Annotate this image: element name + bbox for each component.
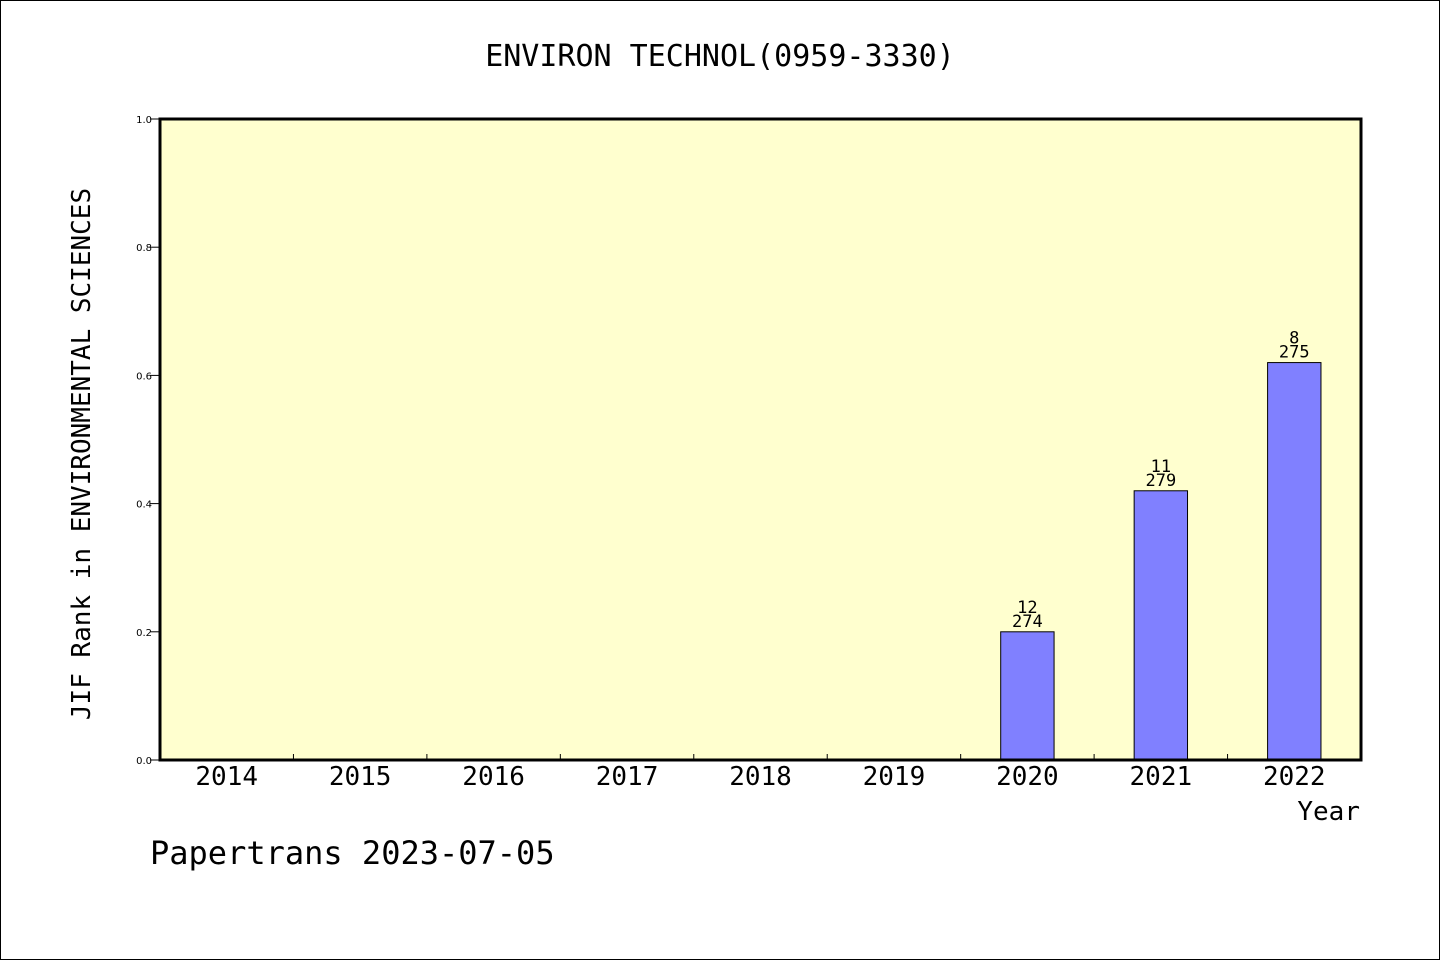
x-tick-label: 2015 [329, 762, 392, 792]
footer-credit: Papertrans 2023-07-05 [150, 834, 555, 872]
x-axis: 2014 2015 2016 2017 2018 2019 2020 2021 2022 [195, 754, 1326, 792]
y-tick-label: 0.4 [136, 500, 152, 511]
y-axis-label: JIF Rank in ENVIRONMENTAL SCIENCES [67, 188, 97, 720]
y-tick-label: 0.8 [136, 243, 152, 254]
bar-total-label: 274 [1012, 612, 1043, 632]
bar-2021 [1133, 490, 1189, 761]
bar-total-label: 279 [1145, 471, 1176, 491]
bar-rank-label: 11 [1151, 457, 1171, 477]
y-tick-label: 0.2 [136, 628, 152, 639]
x-tick-label: 2021 [1130, 762, 1193, 792]
bar-rank-label: 12 [1017, 598, 1037, 618]
y-tick-label: 0.6 [136, 371, 152, 382]
x-tick-label: 2022 [1263, 762, 1326, 792]
bar-total-label: 275 [1279, 343, 1310, 363]
bars-group [1000, 362, 1322, 761]
x-tick-label: 2020 [996, 762, 1059, 792]
plot-border [158, 117, 1363, 762]
bar-2020 [1000, 631, 1055, 761]
y-tick-label: 0.0 [136, 756, 152, 767]
bar-rank-label: 8 [1289, 329, 1299, 349]
x-axis-label: Year [1297, 797, 1360, 827]
bar-2022 [1267, 362, 1322, 761]
x-tick-label: 2018 [729, 762, 792, 792]
x-tick-label: 2016 [462, 762, 525, 792]
chart-title: ENVIRON TECHNOL(0959-3330) [485, 39, 955, 74]
y-axis: 0.0 0.2 0.4 0.6 0.8 1.0 [136, 115, 160, 767]
y-tick-label: 1.0 [136, 115, 152, 126]
x-tick-label: 2019 [863, 762, 926, 792]
x-tick-label: 2017 [596, 762, 659, 792]
x-tick-label: 2014 [195, 762, 258, 792]
